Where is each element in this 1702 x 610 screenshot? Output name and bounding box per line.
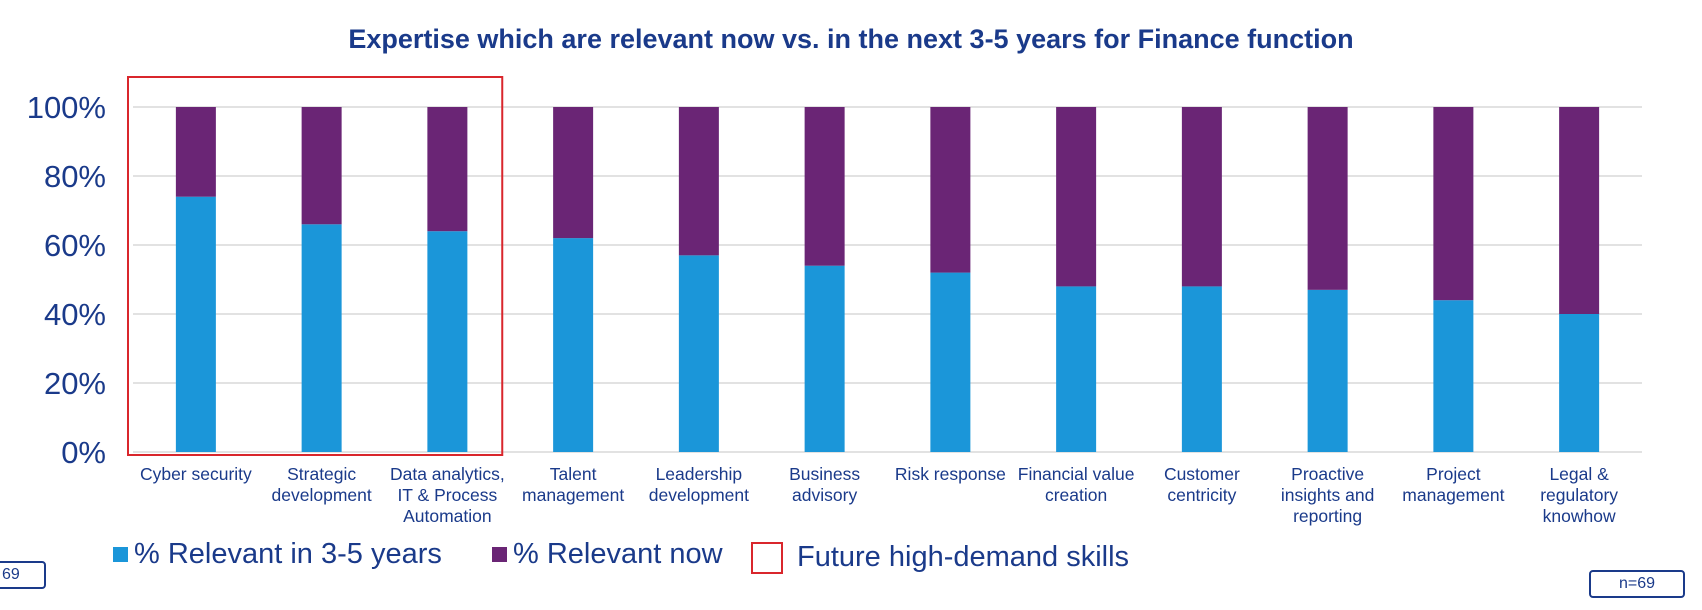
x-axis-label-line: creation [1044, 485, 1108, 505]
x-axis-label-line: IT & Process [397, 485, 498, 505]
legend-label: % Relevant now [513, 538, 723, 570]
x-axis-label: Financial value creation [1007, 464, 1145, 506]
bar-segment-relevant-now [804, 107, 845, 266]
x-axis-label-line: Automation [403, 506, 492, 526]
x-axis-label-line: management [522, 485, 625, 505]
x-axis-label-line: Customer [1163, 464, 1240, 484]
legend-item-high-demand: Future high-demand skills [751, 541, 1129, 574]
x-axis-label-line: Cyber security [139, 464, 252, 484]
sample-size-badge: n=69 [1589, 570, 1685, 598]
x-axis-label: Legal & regulatory knowhow [1510, 464, 1648, 527]
x-axis-label: Proactive insights and reporting [1259, 464, 1397, 527]
bar-segment-relevant-3-5-years [301, 224, 342, 452]
x-axis-label: Risk response [881, 464, 1019, 485]
legend-swatch-red-outline [751, 541, 783, 574]
x-axis-label-line: insights and [1280, 485, 1375, 505]
y-tick-label: 80% [44, 159, 106, 194]
legend-label: Future high-demand skills [797, 541, 1130, 573]
y-axis-ticks: 0% 20% 40% 60% 80% 100% [27, 90, 106, 470]
highlight-box [127, 76, 504, 456]
x-axis-label-line: Strategic [287, 464, 357, 484]
bar-segment-relevant-now [175, 107, 216, 197]
bar-segment-relevant-3-5-years [1433, 300, 1474, 452]
highlight-layer [127, 76, 504, 456]
bar-segment-relevant-now [930, 107, 971, 273]
x-axis-label-line: management [1402, 485, 1505, 505]
bar-segment-relevant-now [1181, 107, 1222, 287]
legend-item-relevant-3-5-years: % Relevant in 3-5 years [113, 538, 442, 571]
x-axis-label: Cyber security [127, 464, 265, 485]
bar-segment-relevant-3-5-years [930, 272, 971, 452]
x-axis-label-line: Legal & [1549, 464, 1609, 484]
sample-size-badge-left: 69 [0, 561, 46, 589]
bar-segment-relevant-3-5-years [678, 255, 719, 452]
x-axis-label-line: development [271, 485, 372, 505]
bar-segment-relevant-now [678, 107, 719, 256]
bar-segment-relevant-3-5-years [1559, 314, 1600, 452]
bars [175, 107, 1600, 452]
bar-segment-relevant-now [553, 107, 594, 239]
bar-segment-relevant-now [1433, 107, 1474, 301]
x-axis-label-line: Financial value [1017, 464, 1135, 484]
x-axis-label-line: centricity [1167, 485, 1237, 505]
x-axis-label-line: Leadership [655, 464, 743, 484]
x-axis-label-line: regulatory [1540, 485, 1619, 505]
x-axis-label: Data analytics, IT & Process Automation [378, 464, 516, 527]
bar-segment-relevant-3-5-years [1181, 286, 1222, 452]
x-axis-label-line: development [648, 485, 749, 505]
bar-segment-relevant-now [1056, 107, 1097, 287]
bar-segment-relevant-3-5-years [804, 265, 845, 452]
x-axis-label: Leadership development [630, 464, 768, 506]
bar-segment-relevant-now [1559, 107, 1600, 314]
bar-segment-relevant-now [1307, 107, 1348, 290]
legend-item-relevant-now: % Relevant now [492, 538, 723, 571]
x-axis-label-line: Risk response [894, 464, 1006, 484]
chart-title: Expertise which are relevant now vs. in … [348, 24, 1354, 54]
x-axis-label-line: Talent [549, 464, 597, 484]
y-tick-label: 100% [27, 90, 106, 125]
x-axis-label: Strategic development [253, 464, 391, 506]
x-axis-label-line: Data analytics, [389, 464, 505, 484]
bar-segment-relevant-3-5-years [427, 231, 468, 452]
legend-swatch-blue [113, 547, 128, 562]
bar-segment-relevant-now [427, 107, 468, 232]
bar-segment-relevant-now [301, 107, 342, 225]
legend-label: % Relevant in 3-5 years [134, 538, 442, 570]
y-tick-label: 20% [44, 366, 106, 401]
x-axis-label: Business advisory [756, 464, 894, 506]
x-axis-label: Project management [1384, 464, 1522, 506]
legend-swatch-purple [492, 547, 507, 562]
x-axis-label-line: reporting [1293, 506, 1363, 526]
bar-segment-relevant-3-5-years [553, 238, 594, 452]
y-tick-label: 0% [61, 435, 106, 470]
x-axis-label-line: advisory [792, 485, 858, 505]
x-axis-label-line: Proactive [1291, 464, 1365, 484]
bar-segment-relevant-3-5-years [1307, 289, 1348, 452]
bar-segment-relevant-3-5-years [175, 196, 216, 452]
x-axis-label: Customer centricity [1133, 464, 1271, 506]
y-tick-label: 40% [44, 297, 106, 332]
x-axis-label-line: Project [1426, 464, 1481, 484]
bar-segment-relevant-3-5-years [1056, 286, 1097, 452]
y-tick-label: 60% [44, 228, 106, 263]
x-axis-label-line: Business [789, 464, 861, 484]
x-axis-label-line: knowhow [1542, 506, 1616, 526]
gridlines [133, 106, 1642, 453]
x-axis-label: Talent management [504, 464, 642, 506]
